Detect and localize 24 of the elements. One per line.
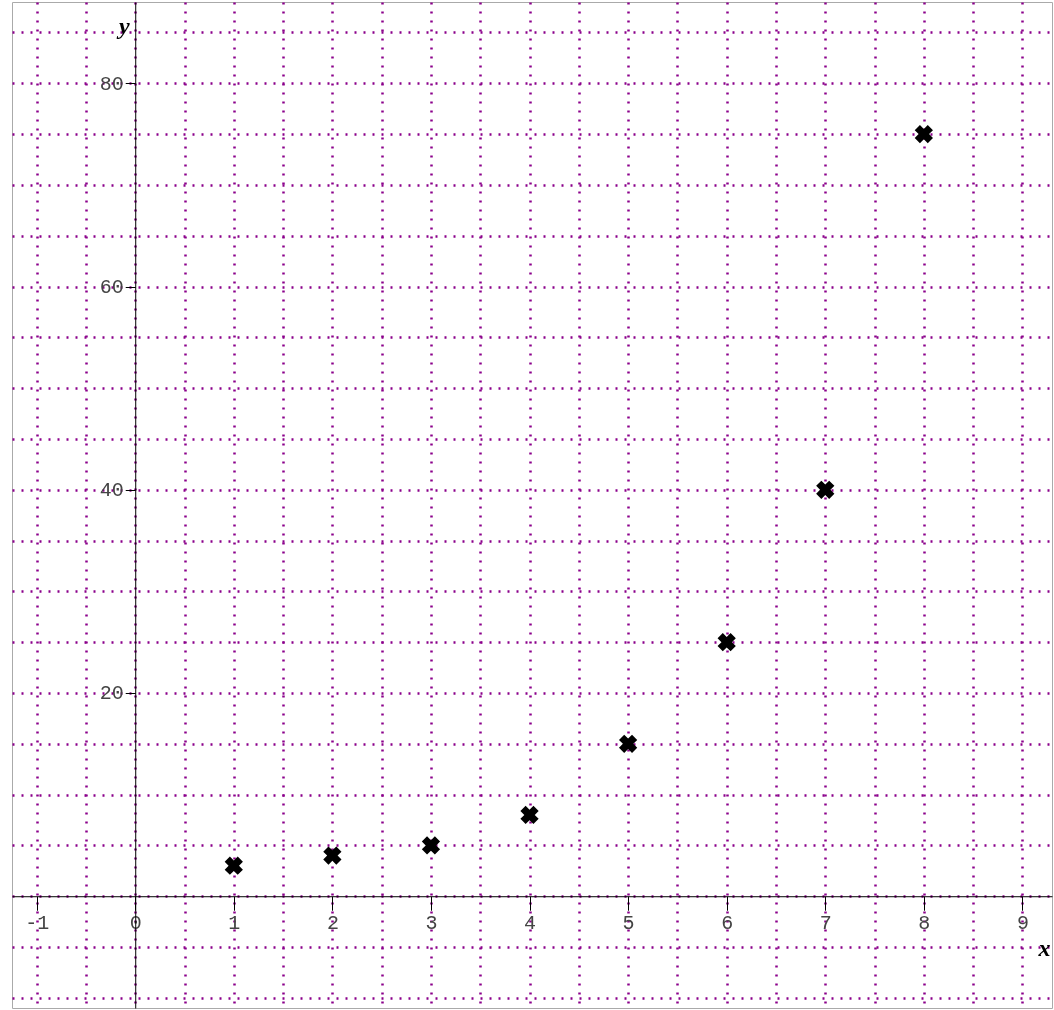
x-tick-label: 2 xyxy=(326,911,339,935)
point xyxy=(914,124,933,144)
y-tick-label: 40 xyxy=(99,479,124,503)
point xyxy=(224,856,243,875)
x-tick-label: 5 xyxy=(622,911,635,935)
y-tick-label: 20 xyxy=(99,682,124,706)
point xyxy=(717,633,736,652)
point xyxy=(618,734,638,753)
y-tick-label: 60 xyxy=(99,276,124,300)
y-tick-label: 80 xyxy=(99,72,124,96)
point xyxy=(520,805,539,825)
x-tick-label: 3 xyxy=(425,911,438,935)
point xyxy=(421,836,441,855)
x-tick-label: 7 xyxy=(819,911,832,935)
point xyxy=(323,846,342,865)
y-axis-title: y xyxy=(116,12,131,39)
x-tick-label: 6 xyxy=(721,911,734,935)
point xyxy=(816,480,835,499)
x-tick-label: 4 xyxy=(524,911,537,935)
x-tick-label: 8 xyxy=(918,911,931,935)
x-axis-title: x xyxy=(1037,934,1051,961)
x-tick-label: -1 xyxy=(25,911,50,935)
x-tick-label: 9 xyxy=(1016,911,1029,935)
x-tick-label: 1 xyxy=(228,911,241,935)
